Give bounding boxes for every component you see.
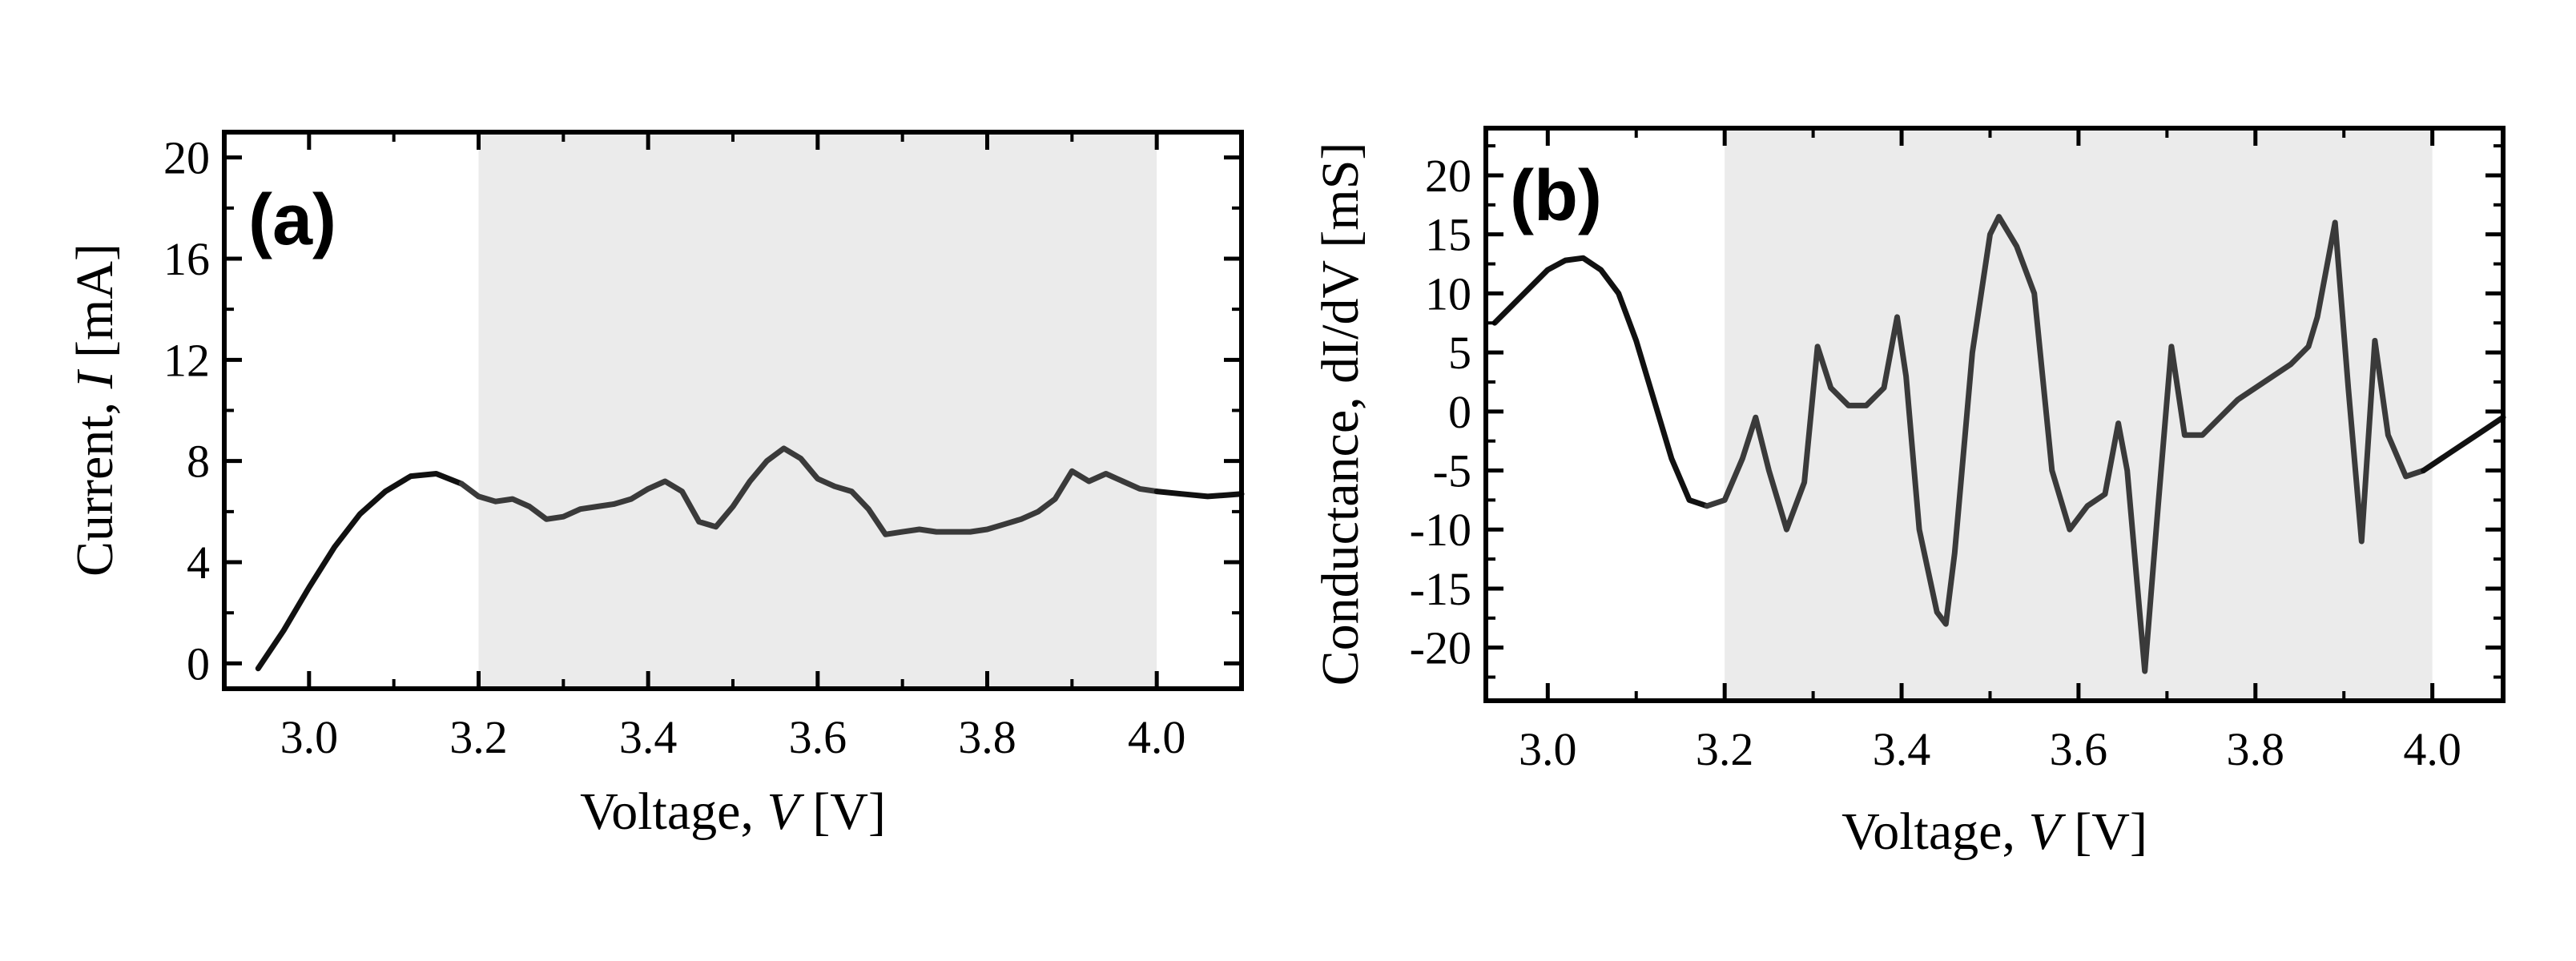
a-y-tick-label-2: 8 xyxy=(187,436,210,488)
a-curve-segment-1 xyxy=(458,445,1160,537)
b-x-tick-label-1: 3.2 xyxy=(1696,723,1754,775)
a-y-tick-label-4: 16 xyxy=(163,233,210,285)
panel-b-y-axis-title: Conductance, dI/dV [mS] xyxy=(1311,143,1370,686)
panel-b-conductance-curve xyxy=(1491,214,2506,674)
panel-a-x-tick-labels: 3.0 3.2 3.4 3.6 3.8 4.0 xyxy=(280,711,1186,763)
b-y-tick-label-6: -10 xyxy=(1410,504,1471,556)
a-y-tick-label-1: 4 xyxy=(187,537,210,589)
b-x-tick-label-5: 4.0 xyxy=(2403,723,2461,775)
b-x-tick-label-2: 3.4 xyxy=(1873,723,1931,775)
b-y-tick-label-8: -20 xyxy=(1410,622,1471,674)
b-x-tick-label-3: 3.6 xyxy=(2050,723,2108,775)
b-curve-segment-2 xyxy=(2421,414,2506,473)
a-y-tick-label-0: 0 xyxy=(187,637,210,690)
panel-b-x-axis-title: Voltage, V [V] xyxy=(1841,802,2147,861)
b-y-tick-label-7: -15 xyxy=(1410,563,1471,615)
b-curve-segment-0 xyxy=(1491,255,1710,509)
a-x-tick-label-0: 3.0 xyxy=(280,711,339,763)
panel-a-y-tick-labels: 0 4 8 12 16 20 xyxy=(163,132,210,690)
a-curve-segment-2 xyxy=(1153,489,1245,500)
b-x-tick-label-0: 3.0 xyxy=(1519,723,1577,775)
panel-a-shaded-region xyxy=(478,132,1157,689)
panel-b-x-tick-labels: 3.0 3.2 3.4 3.6 3.8 4.0 xyxy=(1519,723,2461,775)
panel-b-plot-frame xyxy=(1483,126,2506,703)
a-x-tick-label-2: 3.4 xyxy=(619,711,678,763)
b-x-tick-label-4: 3.8 xyxy=(2227,723,2285,775)
a-x-tick-label-5: 4.0 xyxy=(1128,711,1186,763)
a-curve-segment-0 xyxy=(255,471,465,672)
a-y-tick-label-5: 20 xyxy=(163,132,210,184)
panel-a-ticks xyxy=(224,132,1242,689)
b-y-tick-label-3: 5 xyxy=(1448,327,1471,379)
panel-a-y-axis-title: Current, I [mA] xyxy=(66,243,124,577)
a-y-tick-label-3: 12 xyxy=(163,334,210,386)
a-x-tick-label-4: 3.8 xyxy=(958,711,1016,763)
b-y-tick-label-4: 0 xyxy=(1448,386,1471,438)
a-x-tick-label-3: 3.6 xyxy=(789,711,847,763)
panel-b-y-tick-labels: 20 15 10 5 0 -5 -10 -15 -20 xyxy=(1410,150,1471,674)
panel-b-label: (b) xyxy=(1510,156,1602,236)
panel-a-current-chart: 3.0 3.2 3.4 3.6 3.8 4.0 0 4 8 12 16 20 (a) Voltage… xyxy=(66,130,1245,841)
panel-a-x-axis-title: Voltage, V [V] xyxy=(580,782,886,841)
b-y-tick-label-2: 10 xyxy=(1425,267,1471,320)
b-y-tick-label-5: -5 xyxy=(1433,445,1471,497)
panel-b-shaded-region xyxy=(1725,128,2433,701)
panel-b-ticks xyxy=(1486,128,2503,701)
panel-a-label: (a) xyxy=(248,180,336,260)
b-y-tick-label-1: 15 xyxy=(1425,209,1471,261)
a-x-tick-label-1: 3.2 xyxy=(449,711,508,763)
panel-b-conductance-chart: 3.0 3.2 3.4 3.6 3.8 4.0 20 15 10 5 0 -5 -10 -15 -20 (… xyxy=(1311,126,2506,861)
b-curve-segment-1 xyxy=(1704,214,2427,674)
panel-a-current-curve xyxy=(255,445,1245,672)
b-y-tick-label-0: 20 xyxy=(1425,150,1471,202)
